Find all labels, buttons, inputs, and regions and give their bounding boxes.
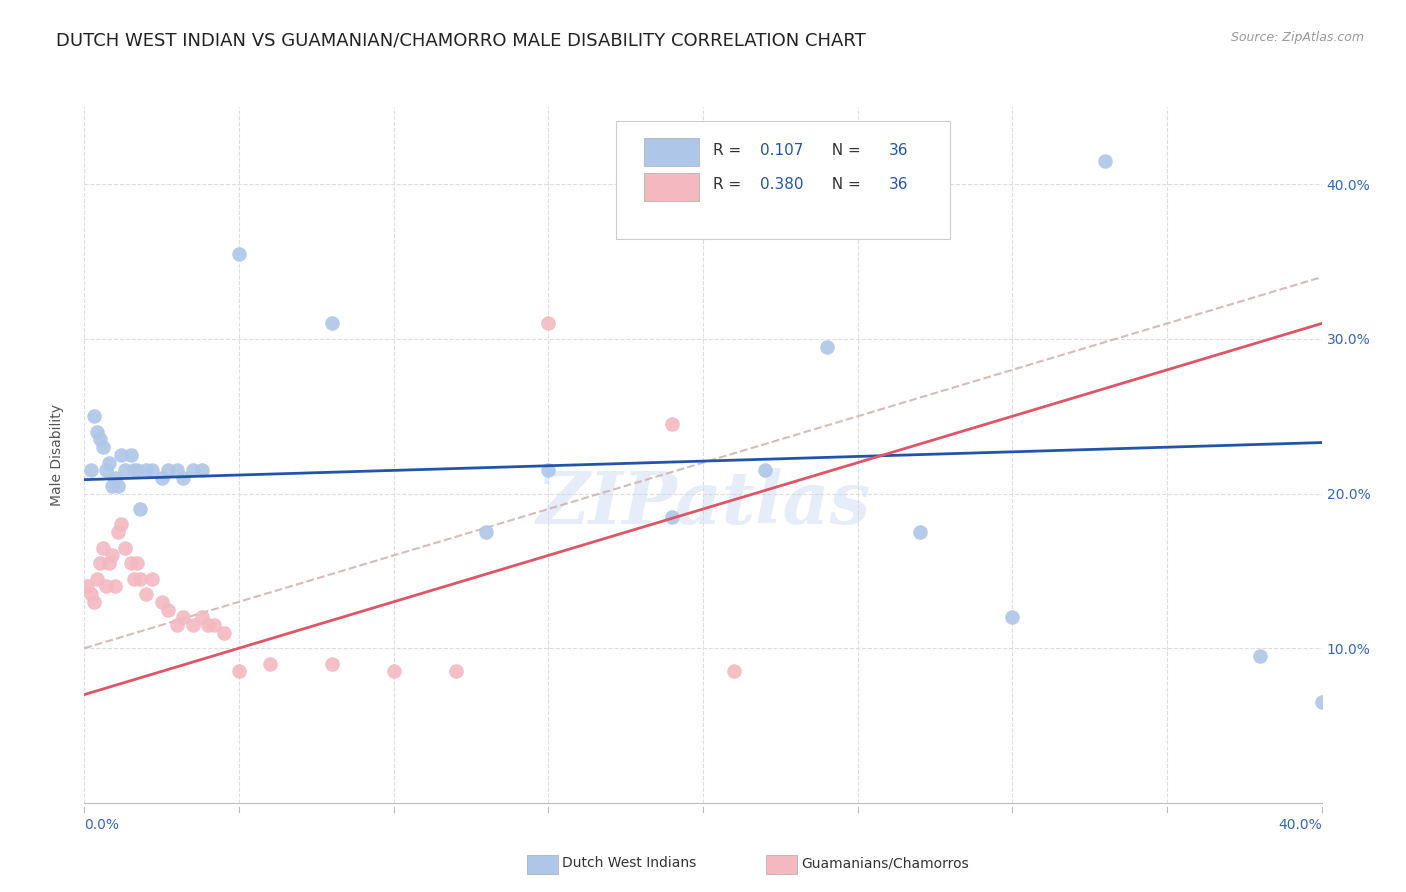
Point	[89, 433, 111, 447]
Point	[98, 456, 121, 470]
Point	[141, 463, 163, 477]
Point	[172, 610, 194, 624]
Text: N =: N =	[821, 143, 866, 158]
Point	[114, 541, 136, 555]
Text: Source: ZipAtlas.com: Source: ZipAtlas.com	[1230, 31, 1364, 45]
Text: ZIPatlas: ZIPatlas	[536, 468, 870, 539]
Point	[181, 463, 204, 477]
Point	[125, 463, 148, 477]
Point	[79, 587, 101, 601]
Point	[101, 549, 124, 563]
Point	[150, 471, 173, 485]
Text: 0.0%: 0.0%	[84, 818, 120, 832]
Point	[91, 541, 114, 555]
Point	[122, 572, 145, 586]
Point	[166, 463, 188, 477]
Text: 0.380: 0.380	[759, 178, 803, 193]
Point	[98, 556, 121, 570]
Point	[107, 525, 129, 540]
Point	[107, 479, 129, 493]
Point	[110, 448, 132, 462]
Text: R =: R =	[713, 143, 747, 158]
Point	[120, 556, 142, 570]
Text: DUTCH WEST INDIAN VS GUAMANIAN/CHAMORRO MALE DISABILITY CORRELATION CHART: DUTCH WEST INDIAN VS GUAMANIAN/CHAMORRO …	[56, 31, 866, 49]
Point	[723, 665, 745, 679]
Text: 0.107: 0.107	[759, 143, 803, 158]
Point	[129, 502, 152, 516]
Point	[129, 572, 152, 586]
Text: N =: N =	[821, 178, 866, 193]
Point	[89, 556, 111, 570]
Point	[444, 665, 467, 679]
Point	[191, 463, 214, 477]
Point	[661, 417, 683, 431]
Point	[259, 657, 281, 671]
FancyBboxPatch shape	[644, 138, 699, 166]
Text: R =: R =	[713, 178, 747, 193]
Point	[1249, 648, 1271, 663]
Point	[1310, 695, 1333, 709]
Y-axis label: Male Disability: Male Disability	[49, 404, 63, 506]
Point	[120, 448, 142, 462]
Point	[114, 463, 136, 477]
Point	[150, 595, 173, 609]
Point	[76, 579, 98, 593]
Point	[197, 618, 219, 632]
Point	[382, 665, 405, 679]
Point	[86, 425, 108, 439]
Point	[815, 340, 838, 354]
Point	[321, 657, 343, 671]
Point	[110, 517, 132, 532]
Point	[101, 479, 124, 493]
Point	[86, 572, 108, 586]
Point	[141, 572, 163, 586]
Point	[228, 247, 250, 261]
Point	[104, 471, 127, 485]
Point	[321, 317, 343, 331]
Point	[79, 463, 101, 477]
Point	[228, 665, 250, 679]
Point	[202, 618, 225, 632]
Point	[135, 587, 157, 601]
Point	[537, 463, 560, 477]
Point	[104, 579, 127, 593]
Text: 40.0%: 40.0%	[1278, 818, 1322, 832]
Text: Dutch West Indians: Dutch West Indians	[562, 856, 696, 871]
Point	[83, 409, 105, 424]
Point	[754, 463, 776, 477]
Point	[475, 525, 498, 540]
Point	[212, 625, 235, 640]
Point	[125, 556, 148, 570]
Point	[156, 463, 179, 477]
Point	[1001, 610, 1024, 624]
Point	[83, 595, 105, 609]
Point	[91, 440, 114, 454]
Point	[122, 463, 145, 477]
FancyBboxPatch shape	[644, 173, 699, 201]
Point	[181, 618, 204, 632]
Text: 36: 36	[889, 143, 908, 158]
Text: 36: 36	[889, 178, 908, 193]
Point	[135, 463, 157, 477]
Point	[156, 602, 179, 616]
Point	[908, 525, 931, 540]
Point	[1094, 154, 1116, 169]
Point	[172, 471, 194, 485]
Text: Guamanians/Chamorros: Guamanians/Chamorros	[801, 856, 969, 871]
FancyBboxPatch shape	[616, 121, 950, 239]
Point	[661, 509, 683, 524]
Point	[166, 618, 188, 632]
Point	[537, 317, 560, 331]
Point	[94, 579, 117, 593]
Point	[191, 610, 214, 624]
Point	[94, 463, 117, 477]
